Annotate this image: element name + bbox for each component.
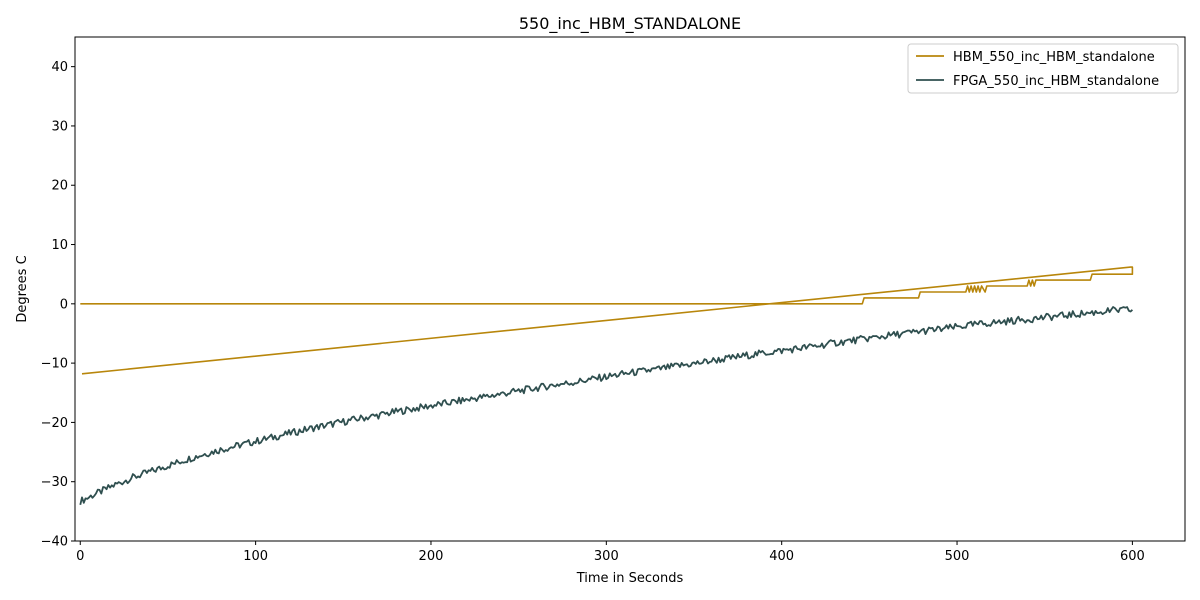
y-tick-label: 10 [51, 238, 68, 253]
y-tick-label: 40 [51, 60, 68, 75]
plot-area [79, 266, 1134, 506]
plot-frame [74, 36, 1186, 542]
x-tick-label: 0 [76, 549, 84, 564]
x-tick-label: 200 [419, 549, 444, 564]
y-axis-label: Degrees C [15, 255, 30, 322]
y-tick-label: 30 [51, 119, 68, 134]
series-line-fpga [79, 306, 1134, 506]
y-tick-label: −30 [41, 475, 68, 490]
x-tick-label: 600 [1120, 549, 1145, 564]
series-line-hbm [80, 266, 1134, 375]
y-tick-label: −40 [41, 535, 68, 550]
x-axis: 0 100 200 300 400 500 600 [76, 541, 1145, 564]
x-tick-label: 300 [594, 549, 619, 564]
legend-box [907, 43, 1179, 94]
chart-title: 550_inc_HBM_STANDALONE [519, 14, 741, 34]
legend-label: HBM_550_inc_HBM_standalone [953, 50, 1155, 65]
x-tick-label: 100 [243, 549, 268, 564]
y-tick-label: −20 [41, 416, 68, 431]
y-tick-label: 0 [60, 297, 68, 312]
y-axis: −40 −30 −20 −10 0 10 20 30 40 [41, 60, 75, 550]
y-tick-label: 20 [51, 179, 68, 194]
legend-label: FPGA_550_inc_HBM_standalone [953, 74, 1159, 89]
legend: HBM_550_inc_HBM_standalone FPGA_550_inc_H… [907, 43, 1179, 94]
x-tick-label: 400 [769, 549, 794, 564]
x-axis-label: Time in Seconds [576, 571, 684, 586]
x-tick-label: 500 [945, 549, 970, 564]
y-tick-label: −10 [41, 357, 68, 372]
